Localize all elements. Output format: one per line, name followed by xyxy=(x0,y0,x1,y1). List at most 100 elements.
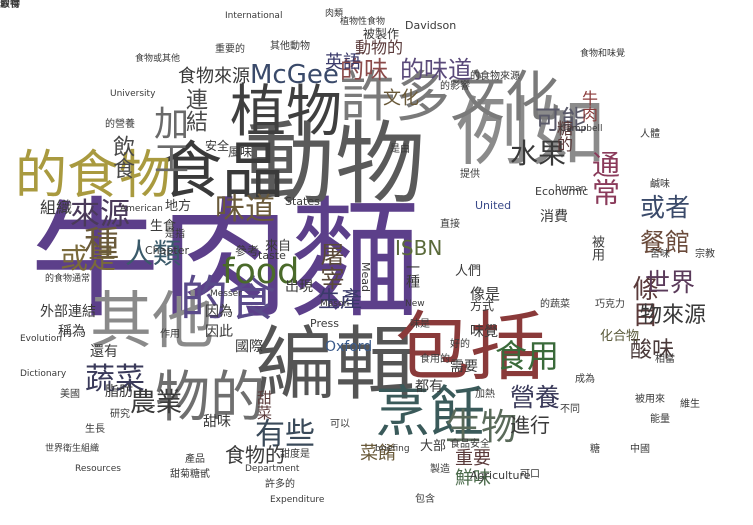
word-152: 宗教 xyxy=(695,249,715,260)
word-108: 甜菊糖甙 xyxy=(170,469,210,480)
word-122: 被用來 xyxy=(635,394,665,405)
word-39: 飲食 xyxy=(109,135,134,179)
word-89: Chapter xyxy=(145,244,189,257)
word-110: 許多的 xyxy=(265,479,295,490)
word-84: Davidson xyxy=(405,19,457,32)
word-61: 像是 xyxy=(470,285,501,303)
word-58: 因此 xyxy=(205,324,233,340)
word-12: 的食 xyxy=(180,271,277,327)
word-75: 地方 xyxy=(165,199,192,214)
word-62: 味覺 xyxy=(470,324,498,340)
word-3: 食品 xyxy=(160,134,285,207)
word-79: 風味 xyxy=(228,145,253,159)
word-118: 重要的 xyxy=(215,44,245,55)
word-83: 被製作 xyxy=(363,27,400,41)
word-0: 牛肉麵 xyxy=(30,184,421,336)
word-64: 國際 xyxy=(235,339,263,355)
word-140: 糖 xyxy=(590,444,600,455)
word-155: 穀物 xyxy=(0,0,20,10)
word-17: 味道 xyxy=(215,192,275,227)
word-131: 的蔬菜 xyxy=(540,299,570,310)
word-148: 可以 xyxy=(330,419,350,430)
word-2: 例如 xyxy=(455,88,606,176)
word-87: Press xyxy=(310,317,339,330)
word-30: 營養 xyxy=(510,383,561,412)
word-113: 相當 xyxy=(655,354,675,365)
word-37: 生產 xyxy=(318,288,363,313)
word-65: 脂肪 xyxy=(105,384,133,400)
word-143: 生長 xyxy=(85,424,105,435)
word-142: 作用 xyxy=(160,329,180,340)
word-36: 屠宰 xyxy=(316,242,344,290)
word-105: New xyxy=(405,299,425,309)
word-153: 素食 xyxy=(0,0,20,10)
word-109: 食品安全 xyxy=(450,439,490,450)
word-104: Messer xyxy=(210,289,242,299)
word-136: 提供 xyxy=(460,169,480,180)
word-1: 動物 xyxy=(245,112,425,217)
word-18: 通常 xyxy=(588,150,621,206)
word-135: 人體 xyxy=(640,129,660,140)
word-111: 能量 xyxy=(650,414,670,425)
word-138: 加熱 xyxy=(475,389,495,400)
word-59: 糖的 xyxy=(554,120,573,152)
word-141: 味是 xyxy=(410,319,430,330)
word-52: 動物的 xyxy=(355,38,404,57)
word-13: food xyxy=(222,252,300,292)
word-46: 物來源 xyxy=(640,303,707,328)
word-116: 的營養 xyxy=(105,119,135,130)
word-41: ISBN xyxy=(395,236,443,260)
word-101: human xyxy=(555,184,587,194)
word-92: taste xyxy=(258,249,286,262)
word-77: 生食 xyxy=(150,219,177,234)
word-97: American xyxy=(120,204,163,214)
word-154: 取得 xyxy=(0,0,20,10)
word-128: 植物性食物 xyxy=(340,17,386,27)
word-146: 成為 xyxy=(575,374,595,385)
word-100: Campbell xyxy=(560,124,603,134)
word-24: 來源 xyxy=(70,197,130,232)
word-29: 食用 xyxy=(495,337,560,375)
word-70: 一種 xyxy=(404,260,420,288)
word-68: 消費 xyxy=(540,209,568,225)
word-124: 鹹味 xyxy=(650,179,670,190)
word-99: International xyxy=(225,11,283,21)
word-19: 水果 xyxy=(510,137,567,170)
word-53: 組織 xyxy=(40,198,73,217)
word-144: 美國 xyxy=(60,389,80,400)
word-76: 來自 xyxy=(265,239,292,254)
word-57: 因為 xyxy=(205,304,233,320)
word-27: 人類 xyxy=(125,237,182,270)
word-32: 餐館 xyxy=(640,228,691,257)
word-67: 化合物 xyxy=(600,329,640,344)
word-147: 產品 xyxy=(185,454,205,465)
word-11: 烹飪 xyxy=(375,380,486,444)
word-44: Oxford xyxy=(325,339,373,355)
word-28: 生物 xyxy=(445,407,518,448)
word-48: 食物來源 xyxy=(178,66,250,87)
word-49: 菜餚 xyxy=(360,443,396,464)
word-96: Evolution xyxy=(20,334,62,344)
word-72: 都有 xyxy=(415,379,443,395)
word-137: 直接 xyxy=(440,219,460,230)
word-93: Department xyxy=(245,464,300,474)
word-73: 大部 xyxy=(420,439,447,454)
word-6: 其他 xyxy=(90,284,215,357)
word-88: Mead xyxy=(359,262,372,292)
word-20: 或者 xyxy=(640,193,691,222)
word-51: 文化 xyxy=(383,88,419,109)
word-125: 巧克力 xyxy=(595,299,625,310)
word-94: Resources xyxy=(75,464,121,474)
word-91: Economic xyxy=(535,185,589,198)
word-129: 世界衛生組織 xyxy=(45,444,100,454)
word-151: 可口 xyxy=(520,469,540,480)
word-66: 甜味 xyxy=(203,414,231,430)
word-54: 外部連結 xyxy=(40,304,96,320)
word-106: Mason xyxy=(320,299,350,309)
word-78: 安全 xyxy=(205,139,230,153)
word-102: briefing xyxy=(375,444,410,454)
word-15: 的味道 xyxy=(400,56,472,84)
word-95: Dictionary xyxy=(20,369,67,379)
word-115: 研究 xyxy=(110,409,130,420)
